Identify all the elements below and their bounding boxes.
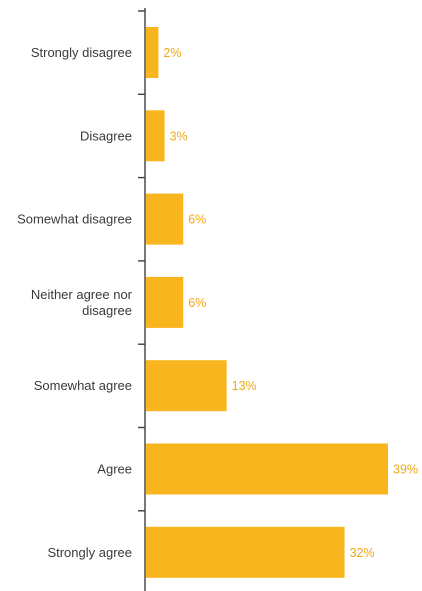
category-label: Strongly disagree xyxy=(31,45,132,60)
data-label: 6% xyxy=(188,213,206,227)
bar xyxy=(146,443,388,495)
data-label: 6% xyxy=(188,296,206,310)
category-label: Somewhat agree xyxy=(34,378,132,393)
data-label: 39% xyxy=(393,463,418,477)
bar xyxy=(146,110,165,162)
data-label: 3% xyxy=(170,129,188,143)
bar xyxy=(146,27,159,78)
category-label: Strongly agree xyxy=(47,545,132,560)
category-labels: Strongly disagree Disagree Somewhat disagr… xyxy=(17,45,133,560)
bar xyxy=(146,276,184,328)
bars xyxy=(146,27,388,578)
category-label: Somewhat disagree xyxy=(17,212,132,227)
category-label: Neither agree nor disagree xyxy=(31,287,133,318)
data-label: 32% xyxy=(350,546,375,560)
category-label: Agree xyxy=(97,462,132,477)
data-label: 2% xyxy=(163,46,181,60)
data-labels: 2% 3% 6% 6% 13% 39% 32% xyxy=(163,46,418,560)
bar xyxy=(146,193,184,245)
data-label: 13% xyxy=(232,379,257,393)
axis-ticks xyxy=(138,10,145,512)
bar xyxy=(146,526,345,578)
bar xyxy=(146,360,227,412)
category-label: Disagree xyxy=(80,128,132,143)
